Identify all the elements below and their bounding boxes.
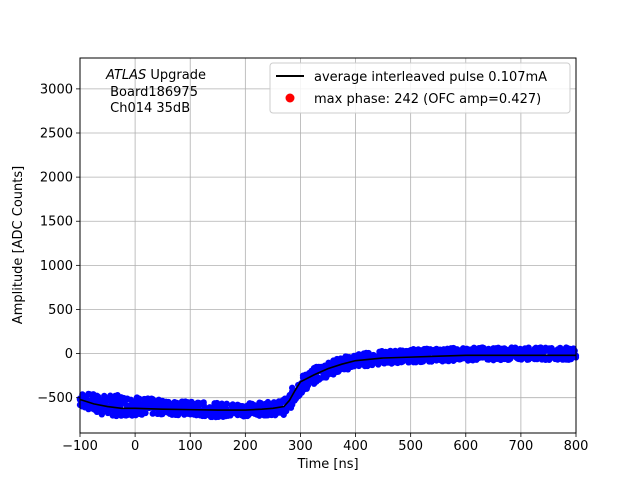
legend-max-phase: max phase: 242 (OFC amp=0.427) <box>314 92 541 107</box>
x-tick-label: 100 <box>178 439 203 454</box>
legend-average-pulse: average interleaved pulse 0.107mA <box>314 70 547 85</box>
y-tick-label: 2500 <box>40 127 73 142</box>
x-tick-label: 700 <box>508 439 533 454</box>
x-tick-label: 500 <box>398 439 423 454</box>
x-tick-label: 200 <box>233 439 258 454</box>
legend: average interleaved pulse 0.107mA max ph… <box>269 62 571 114</box>
scatter-point <box>264 398 272 406</box>
y-tick-label: 2000 <box>40 171 73 186</box>
average-pulse-line <box>79 354 576 411</box>
y-tick-label: 0 <box>65 347 73 362</box>
x-tick-label: −100 <box>62 439 98 454</box>
y-axis-ticks: −500 0 500 1000 1500 2000 2500 3000 <box>37 82 80 406</box>
x-tick-label: 0 <box>131 439 139 454</box>
x-tick-label: 400 <box>343 439 368 454</box>
x-axis-label: Time [ns] <box>296 457 358 472</box>
x-tick-label: 300 <box>288 439 313 454</box>
annotation-atlas: ATLAS <box>105 68 146 83</box>
annotation-upgrade: Upgrade <box>146 68 206 83</box>
plot-area <box>76 57 580 434</box>
scatter-point <box>288 384 296 392</box>
y-tick-label: −500 <box>37 391 73 406</box>
scatter-point <box>142 409 149 417</box>
y-tick-label: 1500 <box>40 215 73 230</box>
atlas-annotation: ATLAS Upgrade Board186975 Ch014 35dB <box>105 68 206 116</box>
x-tick-label: 800 <box>564 439 589 454</box>
scatter-point <box>165 398 172 406</box>
annotation-channel: Ch014 35dB <box>106 101 190 116</box>
scatter-point <box>223 400 230 407</box>
x-axis-ticks: −100 0 100 200 300 400 500 600 700 800 <box>62 433 588 454</box>
scatter-point <box>98 411 106 418</box>
grid <box>79 58 577 433</box>
legend-box <box>269 62 571 114</box>
scatter-point <box>149 410 156 417</box>
y-axis-label: Amplitude [ADC Counts] <box>11 166 26 324</box>
y-tick-label: 1000 <box>40 259 73 274</box>
axes-frame <box>79 57 577 434</box>
x-tick-label: 600 <box>453 439 478 454</box>
annotation-board: Board186975 <box>106 85 198 100</box>
annotation-line-1: ATLAS Upgrade <box>105 68 206 83</box>
average-pulse-polyline <box>79 354 576 411</box>
y-tick-label: 500 <box>48 303 73 318</box>
legend-red-marker <box>285 93 295 103</box>
scatter-point <box>136 395 143 403</box>
y-tick-label: 3000 <box>40 82 73 97</box>
